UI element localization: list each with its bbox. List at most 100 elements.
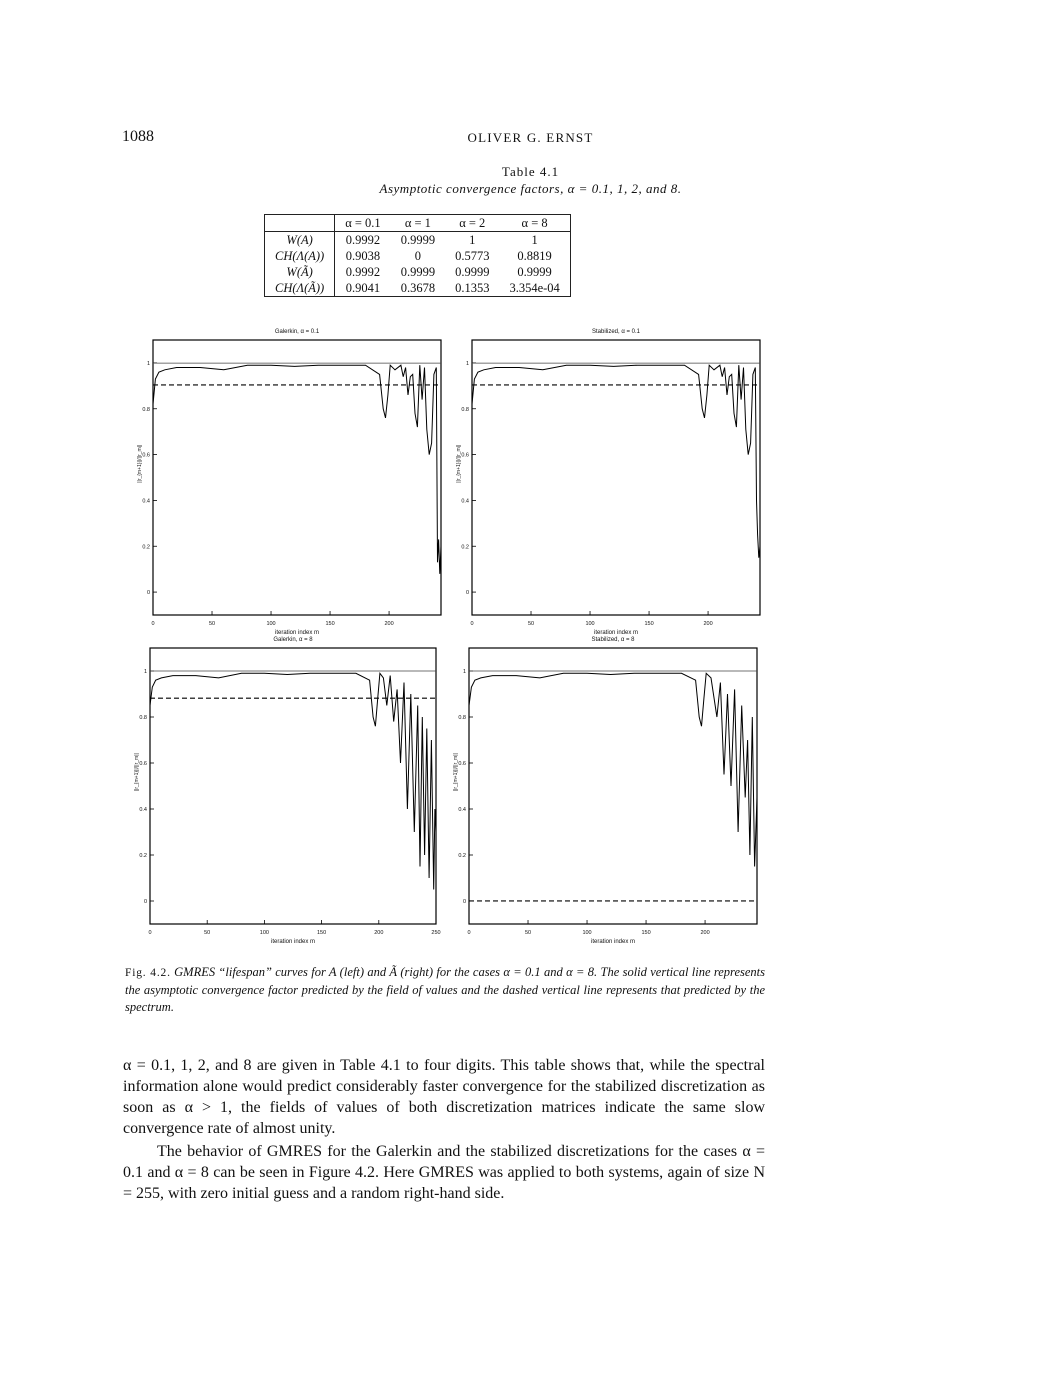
- x-tick-label: 150: [317, 930, 326, 936]
- table-cell: 0.9999: [517, 264, 552, 279]
- table-header-cell: α = 2: [445, 214, 500, 232]
- y-tick-label: 0.6: [142, 453, 150, 459]
- x-tick-label: 0: [467, 930, 470, 936]
- convergence-series-line: [471, 364, 761, 558]
- y-tick-label: 0.2: [139, 853, 147, 859]
- y-axis-label: ||r_{m+1}||/||r_m||: [456, 445, 462, 483]
- x-tick-label: 50: [525, 930, 531, 936]
- y-tick-label: 0.4: [142, 498, 150, 504]
- y-tick-label: 0.2: [458, 853, 466, 859]
- x-axis-label: iteration index m: [594, 630, 638, 636]
- y-axis-label: ||r_{m+1}||/||r_m||: [137, 445, 143, 483]
- x-axis-label: iteration index m: [591, 939, 635, 945]
- x-axis-label: iteration index m: [275, 630, 319, 636]
- x-tick-label: 200: [700, 930, 709, 936]
- y-axis-label: ||r_{m+1}||/||r_m||: [453, 753, 459, 791]
- x-tick-label: 250: [431, 930, 440, 936]
- table-label: Table 4.1: [501, 164, 560, 179]
- y-tick-label: 0.8: [139, 715, 147, 721]
- y-tick-label: 1: [466, 361, 469, 367]
- x-tick-label: 0: [151, 621, 154, 627]
- y-tick-label: 1: [147, 361, 150, 367]
- x-tick-label: 100: [585, 621, 594, 627]
- table-cell: 0.9992: [345, 264, 381, 279]
- x-axis-label: iteration index m: [271, 939, 315, 945]
- y-tick-label: 0: [144, 899, 147, 905]
- table-cell: 1: [469, 232, 476, 247]
- table-header-cell: α = 1: [390, 214, 446, 232]
- chart-title: Galerkin, α = 0.1: [275, 329, 320, 335]
- convergence-series-line: [152, 364, 442, 574]
- plot-frame: [471, 339, 761, 616]
- figure-label: Fig. 4.2.: [125, 967, 171, 979]
- y-tick-label: 0.2: [142, 544, 150, 550]
- table-cell: 0.9999: [455, 264, 490, 279]
- y-tick-label: 0.4: [461, 498, 469, 504]
- y-tick-label: 0.8: [458, 715, 466, 721]
- figure-caption: GMRES “lifespan” curves for A (left) and…: [125, 965, 766, 1014]
- x-tick-label: 100: [266, 621, 275, 627]
- table-cell: 0.9038: [345, 248, 381, 263]
- table-cell: 0.5773: [455, 248, 490, 263]
- running-head: OLIVER G. ERNST: [467, 130, 594, 145]
- table-cell: 0.9041: [345, 280, 381, 295]
- y-tick-label: 0.8: [142, 407, 150, 413]
- x-tick-label: 100: [260, 930, 269, 936]
- table-header-cell: α = 8: [499, 214, 571, 232]
- y-tick-label: 1: [144, 669, 147, 675]
- table-cell: 1: [531, 232, 538, 247]
- chart-title: Stabilized, α = 0.1: [592, 329, 641, 335]
- table-cell: 0.3678: [400, 280, 436, 295]
- body-paragraph: The behavior of GMRES for the Galerkin a…: [123, 1143, 765, 1202]
- y-tick-label: 0: [463, 899, 466, 905]
- x-tick-label: 0: [470, 621, 473, 627]
- x-tick-label: 0: [148, 930, 151, 936]
- convergence-table: α = 0.1 α = 1 α = 2 α = 8 W(A) 0.9992 0.…: [264, 214, 571, 297]
- table-row-label: W(Ã): [264, 264, 336, 280]
- figure-4-2-charts: Galerkin, α = 0.100.20.40.60.810 50 100 150…: [134, 329, 761, 945]
- table-header-row: α = 0.1 α = 1 α = 2 α = 8: [264, 214, 571, 232]
- x-tick-label: 150: [325, 621, 334, 627]
- plot-frame: [152, 339, 442, 616]
- table-row: CH(Λ(Ã)) 0.9041 0.3678 0.1353 3.354e-04: [264, 280, 571, 297]
- x-tick-label: 200: [374, 930, 383, 936]
- x-tick-label: 50: [204, 930, 210, 936]
- convergence-series-line: [149, 671, 437, 890]
- y-tick-label: 0: [147, 590, 150, 596]
- x-tick-label: 50: [209, 621, 215, 627]
- y-tick-label: 0.4: [458, 807, 466, 813]
- body-paragraph: α = 0.1, 1, 2, and 8 are given in Table …: [123, 1057, 765, 1137]
- chart-title: Galerkin, α = 8: [273, 637, 313, 643]
- y-axis-label: ||r_{m+1}||/||r_m||: [134, 753, 140, 791]
- y-tick-label: 0: [466, 590, 469, 596]
- figure-caption-block: Fig. 4.2. GMRES “lifespan” curves for A …: [125, 964, 765, 1016]
- table-caption: Asymptotic convergence factors, α = 0.1,…: [379, 181, 682, 196]
- x-tick-label: 200: [703, 621, 712, 627]
- y-tick-label: 0.2: [461, 544, 469, 550]
- table-row-label: CH(Λ(A)): [264, 248, 336, 264]
- table-header-cell: [264, 214, 336, 232]
- y-tick-label: 0.8: [461, 407, 469, 413]
- page-number: 1088: [122, 128, 154, 145]
- table-cell: 0.1353: [455, 280, 490, 295]
- table-cell: 0.9999: [400, 264, 436, 279]
- table-row-label: CH(Λ(Ã)): [264, 280, 336, 297]
- convergence-series-line: [468, 672, 758, 867]
- table-row: CH(Λ(A)) 0.9038 0 0.5773 0.8819: [264, 248, 571, 264]
- x-tick-label: 100: [582, 930, 591, 936]
- y-tick-label: 0.4: [139, 807, 147, 813]
- table-cell: 0: [414, 248, 421, 263]
- table-cell: 0.8819: [517, 248, 552, 263]
- plot-frame: [149, 647, 437, 925]
- table-row: W(Ã) 0.9992 0.9999 0.9999 0.9999: [264, 264, 571, 280]
- table-cell: 0.9992: [345, 232, 381, 247]
- plot-frame: [468, 647, 758, 925]
- table-header-cell: α = 0.1: [334, 214, 391, 232]
- y-tick-label: 0.6: [461, 453, 469, 459]
- x-tick-label: 150: [641, 930, 650, 936]
- x-tick-label: 200: [384, 621, 393, 627]
- x-tick-label: 150: [644, 621, 653, 627]
- table-row-label: W(A): [264, 231, 336, 248]
- y-tick-label: 0.6: [458, 761, 466, 767]
- table-row: W(A) 0.9992 0.9999 1 1: [264, 231, 571, 248]
